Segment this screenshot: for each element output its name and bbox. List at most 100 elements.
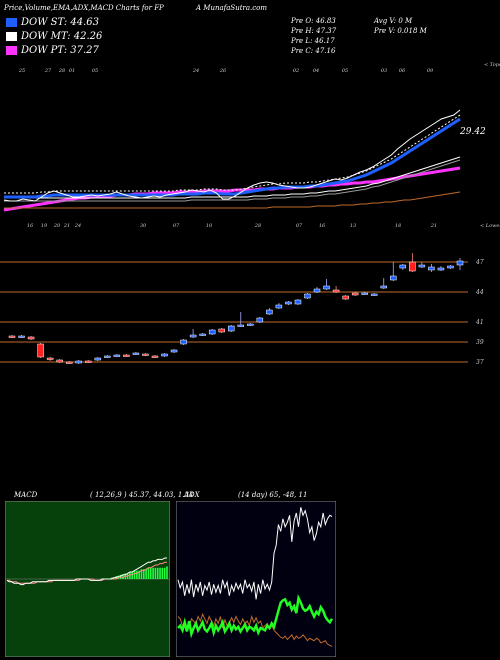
chart-title: Price,Volume,EMA,ADX,MACD Charts for FP (4, 4, 164, 12)
macd-params: ( 12,26,9 ) 45.37, 44.03, 1.34 (90, 491, 194, 499)
ema-pt-line (3, 166, 461, 212)
x-tick-label-top: 04 (313, 68, 319, 74)
x-tick-label-top: 09 (427, 68, 434, 74)
info-open: Pre O: 46.83 (291, 17, 336, 25)
info-close: Pre C: 47.16 (291, 47, 336, 55)
candle-body (199, 333, 206, 336)
main-chart: 25 27 28 01 05 24 26 02 04 05 03 06 09 < Topo 29.42 16 1… (0, 62, 500, 366)
adx-chart (176, 501, 336, 657)
ema-short-dotted-line (4, 114, 461, 194)
x-tick-label-top: 26 (219, 68, 227, 74)
price-line (3, 109, 461, 202)
adx-label: ADX (184, 491, 200, 499)
legend-swatch-icon (6, 46, 17, 55)
macd-histogram-bar (163, 567, 166, 579)
x-tick-label-bottom: 16 (319, 223, 326, 229)
x-tick-label-bottom: 10 (206, 223, 213, 229)
x-tick-label-bottom: 30 (140, 223, 147, 229)
macd-histogram-bar (145, 569, 147, 579)
last-value-label: 29.42 (459, 127, 486, 137)
x-tick-label-top: 06 (399, 68, 406, 74)
macd-histogram-bar (152, 567, 154, 579)
candle-body (132, 352, 140, 355)
candle-body (294, 299, 302, 305)
candle-body (94, 357, 102, 361)
legend-dow-st: DOW ST: 44.63 (6, 17, 99, 28)
candle-body (247, 323, 254, 326)
candle-body (227, 325, 235, 332)
x-tick-label-bottom: 21 (430, 223, 437, 229)
candle-body (323, 285, 330, 290)
ema-mid-grey-line (4, 159, 461, 202)
candle-body (189, 334, 197, 338)
candle-body (380, 285, 387, 289)
x-tick-label-top: 03 (381, 68, 387, 74)
legend-swatch-icon (6, 18, 17, 27)
macd-histogram-bar (122, 574, 124, 579)
candle-body (409, 261, 416, 272)
macd-label: MACD (14, 491, 38, 499)
info-avg-volume: Avg V: 0 M (374, 17, 413, 25)
candle-body (46, 357, 54, 360)
x-tick-label-bottom: 19 (41, 223, 48, 229)
candle-body (304, 293, 311, 299)
macd-histogram-bar (136, 570, 138, 579)
x-tick-label-top: 02 (293, 68, 299, 74)
ema-long-line (4, 191, 461, 209)
macd-histogram-bar (156, 567, 159, 579)
candle-body (237, 324, 245, 327)
x-tick-label-bottom: 18 (395, 223, 401, 229)
adx-minus-di-line (177, 612, 333, 647)
x-tick-label-bottom: 24 (74, 223, 81, 229)
candle-body (342, 295, 349, 300)
legend-label: DOW MT: 42.26 (21, 31, 103, 42)
macd-histogram-bar (140, 569, 143, 579)
candle-body (170, 349, 178, 353)
legend-swatch-icon (6, 32, 17, 41)
x-tick-label-bottom: 13 (350, 223, 356, 229)
candle-body (27, 336, 35, 340)
candle-body (370, 293, 378, 296)
site-name: A MunafaSutra.com (196, 4, 268, 12)
macd-histogram-bar (131, 572, 134, 579)
legend-label: DOW ST: 44.63 (21, 17, 100, 28)
macd-histogram-bar (129, 572, 131, 579)
price-level-label: 39 (476, 339, 484, 346)
x-tick-label-top: 01 (69, 68, 75, 74)
legend-dow-pt: DOW PT: 37.27 (6, 45, 99, 56)
candle-body (285, 301, 292, 305)
candle-body (437, 267, 445, 271)
x-tick-label-bottom: 07 (296, 223, 303, 229)
candle-body (332, 289, 340, 293)
x-tick-label-top: 05 (342, 68, 348, 74)
candle-body (8, 335, 16, 338)
info-low: Pre L: 46.17 (291, 37, 335, 45)
adx-background (176, 501, 336, 657)
macd-histogram-bar (143, 569, 145, 579)
candle-body (351, 292, 359, 296)
x-tick-label-top: 28 (58, 68, 65, 74)
candle-body (456, 260, 464, 266)
macd-histogram-bar (133, 570, 136, 579)
candle-body (447, 265, 454, 269)
price-level-label: 41 (475, 319, 484, 326)
legend-label: DOW PT: 37.27 (21, 45, 99, 56)
candle-body (361, 292, 368, 295)
price-level-label: 44 (475, 289, 484, 296)
candle-body (113, 354, 121, 357)
candle-body (418, 264, 426, 268)
candle-body (399, 264, 407, 269)
adx-params: (14 day) 65, -48, 11 (238, 491, 308, 499)
macd-histogram-bar (166, 566, 168, 579)
macd-histogram-bar (110, 577, 113, 579)
corner-label-bottom: < Lowes (480, 223, 500, 229)
macd-histogram-bar (147, 567, 150, 579)
candle-body (161, 353, 168, 357)
x-tick-label-top: 25 (18, 68, 25, 74)
x-tick-label-bottom: 16 (27, 223, 34, 229)
candle-body (151, 355, 159, 358)
candle-body (37, 343, 44, 358)
candle-body (56, 359, 63, 363)
corner-label-top: < Topo (484, 62, 500, 68)
ema-short-line (4, 117, 461, 199)
